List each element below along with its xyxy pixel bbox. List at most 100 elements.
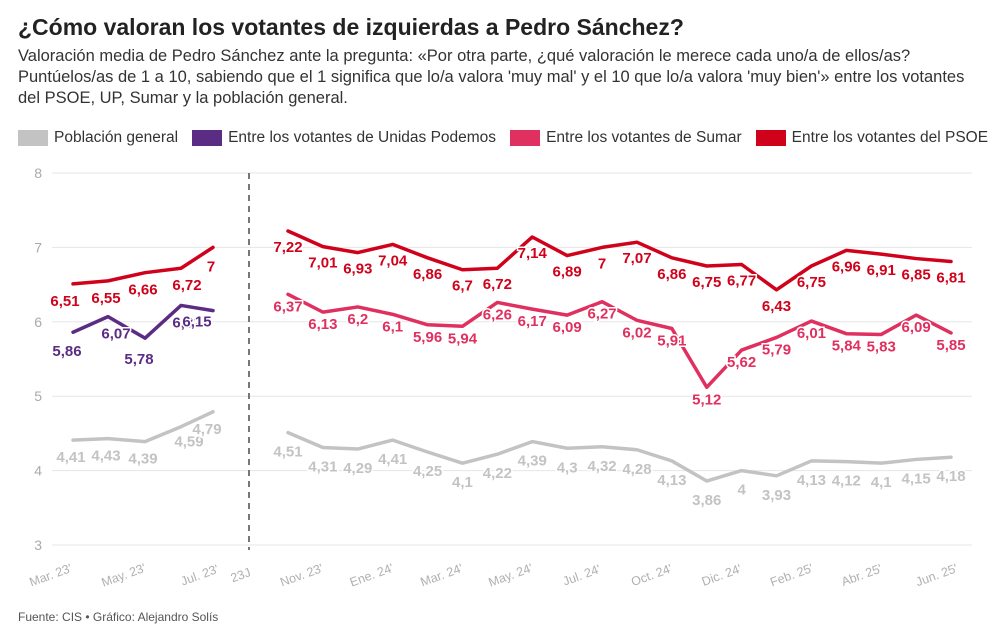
data-label: 6,2: [347, 311, 368, 328]
data-label: 7: [207, 258, 215, 275]
data-label: 4,29: [343, 460, 372, 477]
legend-swatch-podemos: [192, 130, 223, 146]
data-label: 4,22: [483, 465, 512, 482]
data-label: 6,09: [553, 319, 582, 336]
data-label: 4,41: [378, 451, 407, 468]
data-label: 4,32: [587, 458, 616, 475]
x-tick-label: May. 23': [100, 561, 148, 590]
y-tick-label: 3: [34, 537, 42, 553]
y-tick-label: 7: [34, 239, 42, 255]
data-label: 7,01: [308, 255, 337, 272]
x-tick-label: 23J: [229, 565, 253, 585]
y-tick-label: 5: [34, 388, 42, 404]
data-label: 6,86: [413, 266, 442, 283]
chart-subtitle: Valoración media de Pedro Sánchez ante l…: [18, 47, 965, 107]
series-line: [286, 292, 953, 390]
x-tick-label: Ene. 24': [348, 561, 396, 590]
data-label: 7,22: [273, 239, 302, 256]
x-tick-label: Nov. 23': [278, 561, 325, 589]
data-label: 6,75: [692, 274, 721, 291]
data-label: 4,1: [871, 474, 892, 491]
data-label: 6,07: [101, 326, 130, 343]
legend-item-general[interactable]: Población general: [18, 129, 178, 147]
data-label: 6,17: [518, 313, 547, 330]
legend-item-podemos[interactable]: Entre los votantes de Unidas Podemos: [192, 129, 496, 147]
legend-item-psoe[interactable]: Entre los votantes del PSOE: [755, 129, 989, 147]
data-label: 6,22: [172, 314, 201, 331]
data-label: 6,43: [762, 298, 791, 315]
x-tick-label: Jul. 24': [561, 562, 603, 589]
series-line: [286, 430, 953, 483]
legend-swatch-sumar: [510, 130, 541, 146]
data-label: 4,12: [832, 473, 861, 490]
data-label: 4: [737, 482, 746, 499]
data-label: 6,93: [343, 261, 372, 278]
data-label: 6,85: [902, 267, 931, 284]
data-label: 7,14: [518, 245, 548, 262]
data-label: 5,94: [448, 330, 478, 347]
x-tick-label: Jun. 25': [914, 561, 960, 589]
data-label: 6,15: [182, 314, 211, 331]
data-label: 5,84: [832, 338, 862, 355]
data-label: 4,41: [56, 449, 85, 466]
data-label: 4,3: [557, 459, 578, 476]
data-label: 5,91: [657, 332, 686, 349]
legend-label-general: Población general: [54, 129, 179, 146]
x-tick-label: Oct. 24': [629, 561, 674, 589]
data-label: 6,91: [867, 262, 896, 279]
data-label: 5,78: [124, 351, 153, 368]
data-label: 4,79: [192, 421, 221, 438]
x-tick-label: May. 24': [487, 561, 535, 590]
legend-label-podemos: Entre los votantes de Unidas Podemos: [228, 129, 497, 146]
x-tick-label: Abr. 25': [840, 561, 884, 589]
series-line: [71, 245, 215, 286]
y-tick-label: 6: [34, 314, 42, 330]
data-label: 5,83: [867, 338, 896, 355]
legend: Población general Entre los votantes de …: [18, 129, 988, 147]
source-credit: Fuente: CIS • Gráfico: Alejandro Solís: [18, 610, 219, 624]
data-label: 5,96: [413, 329, 442, 346]
chart-title: ¿Cómo valoran los votantes de izquierdas…: [18, 14, 684, 40]
data-label: 6,96: [832, 258, 861, 275]
data-label: 4,39: [128, 451, 157, 468]
x-tick-label: Jul. 23': [179, 562, 221, 589]
y-tick-label: 8: [34, 165, 42, 181]
data-label: 4,31: [308, 459, 337, 476]
legend-label-psoe: Entre los votantes del PSOE: [791, 129, 989, 146]
data-label: 6,27: [587, 306, 616, 323]
data-label: 4,39: [518, 453, 547, 470]
data-label: 5,62: [727, 354, 756, 371]
data-label: 6,26: [483, 306, 512, 323]
data-label: 6,01: [797, 325, 826, 342]
data-label: 4,13: [657, 472, 686, 489]
data-label: 6,77: [727, 273, 756, 290]
data-label: 7,07: [622, 250, 651, 267]
data-label: 4,18: [936, 468, 965, 485]
data-label: 4,28: [622, 461, 651, 478]
legend-swatch-general: [18, 130, 48, 146]
legend-item-sumar[interactable]: Entre los votantes de Sumar: [510, 129, 742, 147]
data-label: 7: [598, 255, 606, 272]
data-label: 4,1: [452, 474, 473, 491]
data-label: 5,12: [692, 391, 721, 408]
x-tick-label: Feb. 25': [768, 561, 815, 589]
data-label: 4,51: [273, 444, 302, 461]
series-line: [71, 303, 215, 340]
legend-swatch-psoe: [755, 130, 786, 146]
data-label: 7,04: [378, 252, 408, 269]
data-label: 3,86: [692, 492, 721, 509]
data-label: 5,86: [52, 343, 81, 360]
data-label: 6,89: [553, 264, 582, 281]
data-label: 6,7: [452, 278, 473, 295]
data-label: 4,15: [902, 470, 931, 487]
data-label: 6,02: [622, 324, 651, 341]
data-label: 6,75: [797, 274, 826, 291]
data-label: 6,1: [382, 318, 403, 335]
legend-label-sumar: Entre los votantes de Sumar: [546, 129, 742, 146]
data-label: 6,55: [91, 290, 120, 307]
data-label: 6,51: [50, 293, 79, 310]
data-label: 6,72: [483, 276, 512, 293]
data-label: 3,93: [762, 487, 791, 504]
series-line: [71, 410, 215, 444]
data-label: 4,59: [174, 434, 203, 451]
